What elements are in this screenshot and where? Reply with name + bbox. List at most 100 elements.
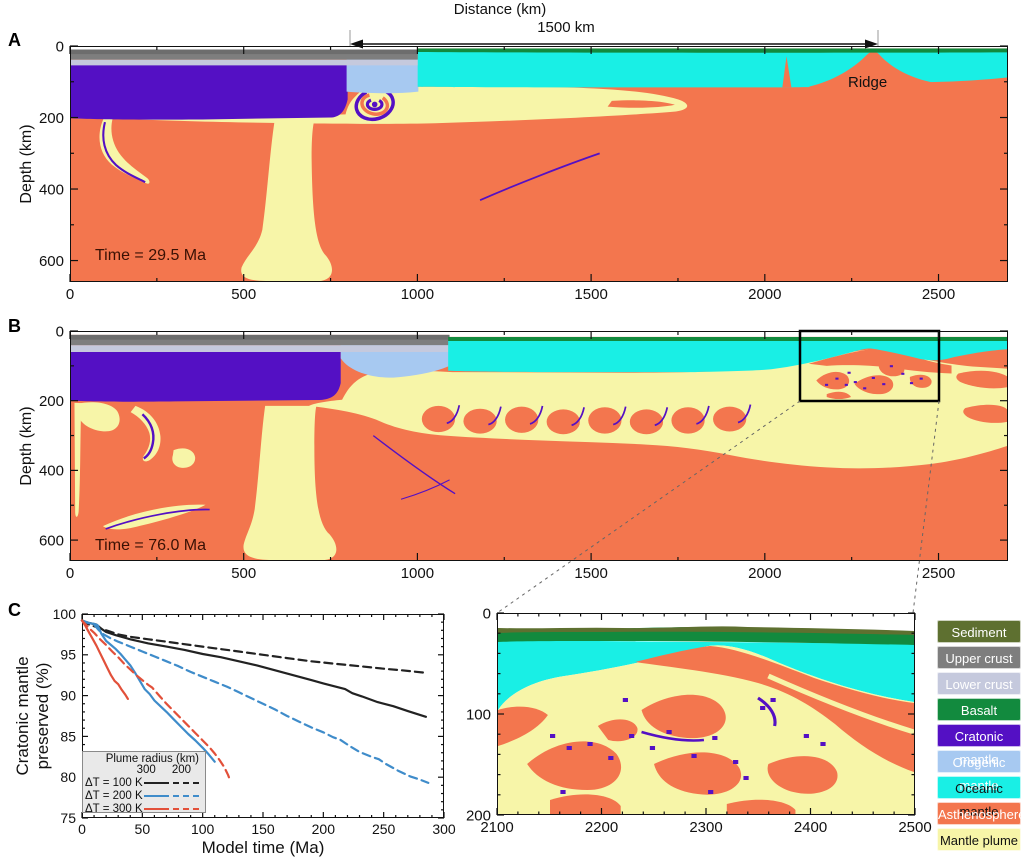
chart-xtick-label: 100 (191, 821, 215, 837)
orogenic-mantle-block (340, 343, 472, 378)
oceanic-mantle-region (448, 340, 1007, 373)
legend-item-cratonic-mantle: Cratonic mantle (937, 724, 1021, 767)
inset-art (498, 614, 914, 814)
purple-arc (105, 508, 210, 530)
upper-crust-top-tone (71, 334, 450, 340)
inset-xtick-label: 2400 (794, 819, 827, 836)
panel-b-art (71, 332, 1007, 560)
basalt-layer (417, 48, 1007, 53)
inset-xtick-label: 2200 (585, 819, 618, 836)
cratonic-mantle-block (71, 64, 348, 120)
legend-line-dashed (173, 781, 199, 784)
panel-b-xtick-label: 0 (66, 565, 74, 582)
cratonic-mantle-block (71, 351, 341, 402)
inset-xtick-label: 2300 (689, 819, 722, 836)
chart-xtick-label: 50 (135, 821, 151, 837)
chart-xtick-label: 0 (78, 821, 86, 837)
panel-a-xtick-label: 2500 (922, 286, 955, 303)
plume-stripe-in-wedge (767, 673, 914, 735)
panel-a-art (71, 47, 1007, 281)
legend-item-upper-crust: Upper crust (937, 646, 1021, 669)
panel-a-xtick-label: 0 (66, 286, 74, 303)
upper-crust-top-tone (71, 49, 418, 55)
purple-squiggle (641, 730, 705, 742)
craton-drip-stripe (102, 121, 146, 184)
chart-legend-row: ΔT = 300 K (85, 802, 203, 815)
material-legend: Sediment Upper crust Lower crust Basalt Crat… (937, 620, 1024, 854)
panel-b-cross-section (70, 331, 1008, 561)
lower-crust-layer (71, 345, 470, 353)
chart-xtick-label: 150 (251, 821, 275, 837)
panel-b-xtick-label: 1000 (401, 565, 434, 582)
chart-ylabel: Cratonic mantle preserved (%) (13, 656, 52, 776)
panel-b-time-label: Time = 76.0 Ma (95, 537, 207, 554)
panel-b-ylabel: Depth (km) (18, 406, 35, 486)
legend-line-dashed (173, 794, 199, 797)
chart-legend-box: Plume radius (km) 300 200 ΔT = 100 K ΔT … (82, 751, 206, 815)
chart-ytick-label: 90 (60, 688, 76, 704)
panel-a-xtick-label: 2000 (748, 286, 781, 303)
plume-curl-detail (607, 100, 675, 108)
plume-spiral (353, 87, 397, 122)
ridge-label: Ridge (848, 74, 888, 91)
panel-a-ytick-label: 600 (39, 253, 64, 270)
panel-b-ytick-label: 0 (56, 323, 64, 340)
panel-b-xtick-label: 2000 (748, 565, 781, 582)
panel-a-xtick-label: 1500 (574, 286, 607, 303)
orogenic-mantle-block (346, 59, 419, 94)
chart-ytick-label: 75 (60, 810, 76, 826)
purple-streak-2 (400, 479, 450, 500)
basalt-layer (448, 336, 1007, 341)
sediment-layer (498, 626, 914, 635)
air-gap (71, 47, 1007, 50)
chart-xlabel: Model time (Ma) (201, 838, 325, 857)
scale-bar-label: 1500 km (537, 19, 595, 36)
chart-legend-col-300: 300 (136, 764, 156, 776)
inset-xtick-label: 2500 (898, 819, 931, 836)
legend-line-solid (143, 807, 170, 810)
purple-streak (372, 435, 456, 495)
chart-ytick-label: 100 (53, 606, 77, 622)
chart-legend-row: ΔT = 100 K (85, 776, 203, 789)
legend-item-sediment: Sediment (937, 620, 1021, 643)
legend-item-basalt: Basalt (937, 698, 1021, 721)
purple-squiggle-2 (757, 696, 777, 727)
panel-b-xtick-label: 500 (231, 565, 256, 582)
inset-ytick-label: 100 (466, 706, 491, 723)
legend-line-solid (143, 781, 170, 784)
ocean-notch (782, 56, 792, 88)
distance-axis-title: Distance (km) (453, 1, 547, 18)
panel-b-ytick-label: 400 (39, 463, 64, 480)
air-gap (71, 332, 1007, 337)
chart-ytick-label: 95 (60, 647, 76, 663)
chart-legend-row: ΔT = 200 K (85, 789, 203, 802)
panel-a-xtick-label: 500 (231, 286, 256, 303)
chart-ytick-label: 80 (60, 769, 76, 785)
chart-xtick-label: 300 (432, 821, 456, 837)
inset-xtick-label: 2100 (480, 819, 513, 836)
purple-streak (479, 152, 600, 201)
panel-a-xtick-label: 1000 (401, 286, 434, 303)
panel-a-ytick-label: 0 (56, 38, 64, 55)
legend-line-solid (143, 794, 170, 797)
legend-item-asthenosphere: Asthenosphere (937, 802, 1024, 825)
panel-b-letter: B (8, 316, 21, 336)
legend-item-lower-crust: Lower crust (937, 672, 1021, 695)
panel-a-ylabel: Depth (km) (18, 124, 35, 204)
panel-b-xtick-label: 2500 (922, 565, 955, 582)
panel-b-ytick-label: 600 (39, 532, 64, 549)
panel-b-ytick-label: 200 (39, 393, 64, 410)
panel-a-cross-section (70, 46, 1008, 282)
panel-a-ytick-label: 400 (39, 181, 64, 198)
panel-a-ytick-label: 200 (39, 110, 64, 127)
chart-legend-col-200: 200 (171, 764, 191, 776)
legend-item-orogenic-mantle: Orogenic mantle (937, 750, 1021, 793)
chart-ytick-label: 85 (60, 728, 76, 744)
legend-item-oceanic-mantle: Oceanic mantle (937, 776, 1021, 819)
legend-item-mantle-plume: Mantle plume (937, 828, 1021, 851)
legend-line-dashed (173, 807, 199, 810)
panel-b-xtick-label: 1500 (574, 565, 607, 582)
ridge-upwelling (808, 51, 953, 90)
zoom-inset-panel (497, 613, 915, 815)
